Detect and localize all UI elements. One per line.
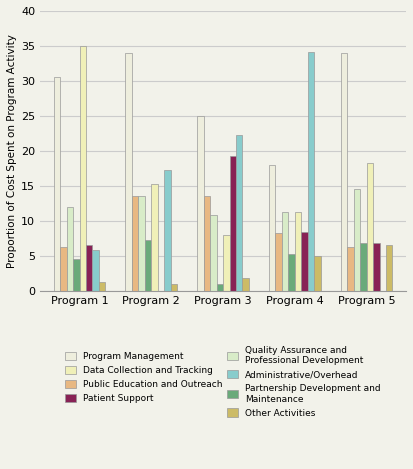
Bar bbox=[308, 52, 314, 291]
Bar bbox=[80, 46, 86, 291]
Bar bbox=[373, 243, 380, 291]
Bar bbox=[360, 243, 367, 291]
Bar bbox=[236, 136, 242, 291]
Bar bbox=[54, 77, 60, 291]
Bar bbox=[164, 170, 171, 291]
Bar bbox=[86, 245, 93, 291]
Bar bbox=[341, 53, 347, 291]
Bar bbox=[242, 278, 249, 291]
Bar bbox=[138, 197, 145, 291]
Bar bbox=[282, 212, 288, 291]
Bar bbox=[301, 232, 308, 291]
Bar bbox=[275, 234, 282, 291]
Bar bbox=[230, 157, 236, 291]
Legend: Program Management, Data Collection and Tracking, Public Education and Outreach,: Program Management, Data Collection and … bbox=[65, 346, 381, 417]
Bar bbox=[223, 235, 230, 291]
Bar bbox=[171, 284, 177, 291]
Bar bbox=[347, 248, 354, 291]
Bar bbox=[93, 250, 99, 291]
Bar bbox=[66, 207, 73, 291]
Bar bbox=[216, 284, 223, 291]
Bar bbox=[145, 241, 151, 291]
Bar bbox=[288, 254, 295, 291]
Bar bbox=[151, 184, 158, 291]
Bar bbox=[132, 197, 138, 291]
Bar bbox=[204, 197, 210, 291]
Bar bbox=[314, 256, 320, 291]
Bar bbox=[60, 248, 66, 291]
Bar bbox=[269, 165, 275, 291]
Bar bbox=[210, 215, 216, 291]
Bar bbox=[99, 282, 105, 291]
Bar bbox=[295, 212, 301, 291]
Y-axis label: Proportion of Cost Spent on Program Activity: Proportion of Cost Spent on Program Acti… bbox=[7, 34, 17, 268]
Bar bbox=[197, 116, 204, 291]
Bar bbox=[73, 259, 80, 291]
Bar bbox=[354, 189, 360, 291]
Bar bbox=[367, 164, 373, 291]
Bar bbox=[126, 53, 132, 291]
Bar bbox=[386, 245, 392, 291]
